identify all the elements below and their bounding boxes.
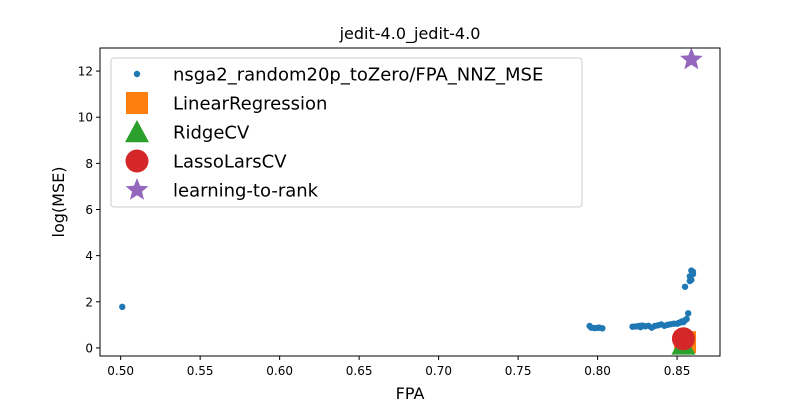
legend-label: LinearRegression	[173, 94, 327, 115]
x-tick-label: 0.80	[584, 364, 611, 378]
y-axis-label: log(MSE)	[49, 167, 68, 238]
legend-marker	[125, 178, 149, 200]
y-tick-label: 10	[78, 111, 93, 125]
plot-frame	[99, 47, 721, 357]
legend-label: RidgeCV	[173, 123, 250, 144]
y-tick-label: 6	[85, 203, 93, 217]
x-tick-label: 0.60	[266, 364, 293, 378]
data-point	[599, 325, 606, 332]
x-tick-label: 0.75	[505, 364, 532, 378]
legend-item: nsga2_random20p_toZero/FPA_NNZ_MSE	[133, 65, 543, 86]
y-tick-label: 8	[85, 157, 93, 171]
legend-marker	[126, 92, 148, 114]
legend-item: learning-to-rank	[125, 178, 319, 202]
legend-marker	[133, 70, 141, 78]
legend-marker	[125, 149, 149, 173]
axes: 0.50 0.55 0.60 0.65 0.70 0.75 0.80 0.85 0 2 4 6 8 10 1…	[78, 47, 721, 378]
y-tick-label: 4	[85, 249, 93, 263]
x-axis-label: FPA	[396, 384, 425, 400]
legend-box	[110, 57, 583, 208]
x-tick-label: 0.70	[425, 364, 452, 378]
x-tick-label: 0.85	[664, 364, 691, 378]
legend-marker	[125, 120, 149, 143]
legend-item: LassoLarsCV	[125, 149, 287, 173]
legend-label: learning-to-rank	[173, 181, 319, 202]
data-point	[688, 276, 695, 284]
data-point	[671, 327, 695, 351]
series-learning-to-rank	[679, 47, 703, 70]
series-nsga2-random20p-tozero-fpa-nnz-mse	[119, 267, 697, 332]
legend-item: LinearRegression	[126, 92, 327, 115]
series-lassolarscv	[671, 327, 695, 351]
legend-item: RidgeCV	[125, 120, 250, 144]
x-tick-label: 0.55	[187, 364, 214, 378]
legend-label: LassoLarsCV	[173, 152, 287, 173]
y-tick-label: 2	[85, 295, 93, 309]
x-tick-label: 0.50	[107, 364, 134, 378]
y-tick-label: 12	[78, 65, 93, 79]
data-point	[679, 47, 703, 70]
y-tick-label: 0	[85, 341, 93, 355]
data-point	[685, 310, 692, 317]
plot-marks	[119, 47, 703, 355]
legend-label: nsga2_random20p_toZero/FPA_NNZ_MSE	[173, 65, 543, 86]
chart-title: jedit-4.0_jedit-4.0	[339, 24, 481, 44]
data-point	[683, 315, 690, 323]
data-point	[119, 303, 126, 311]
x-tick-label: 0.65	[346, 364, 373, 378]
data-point	[689, 270, 697, 278]
data-point	[681, 283, 689, 290]
legend: nsga2_random20p_toZero/FPA_NNZ_MSE Linear…	[110, 57, 583, 208]
